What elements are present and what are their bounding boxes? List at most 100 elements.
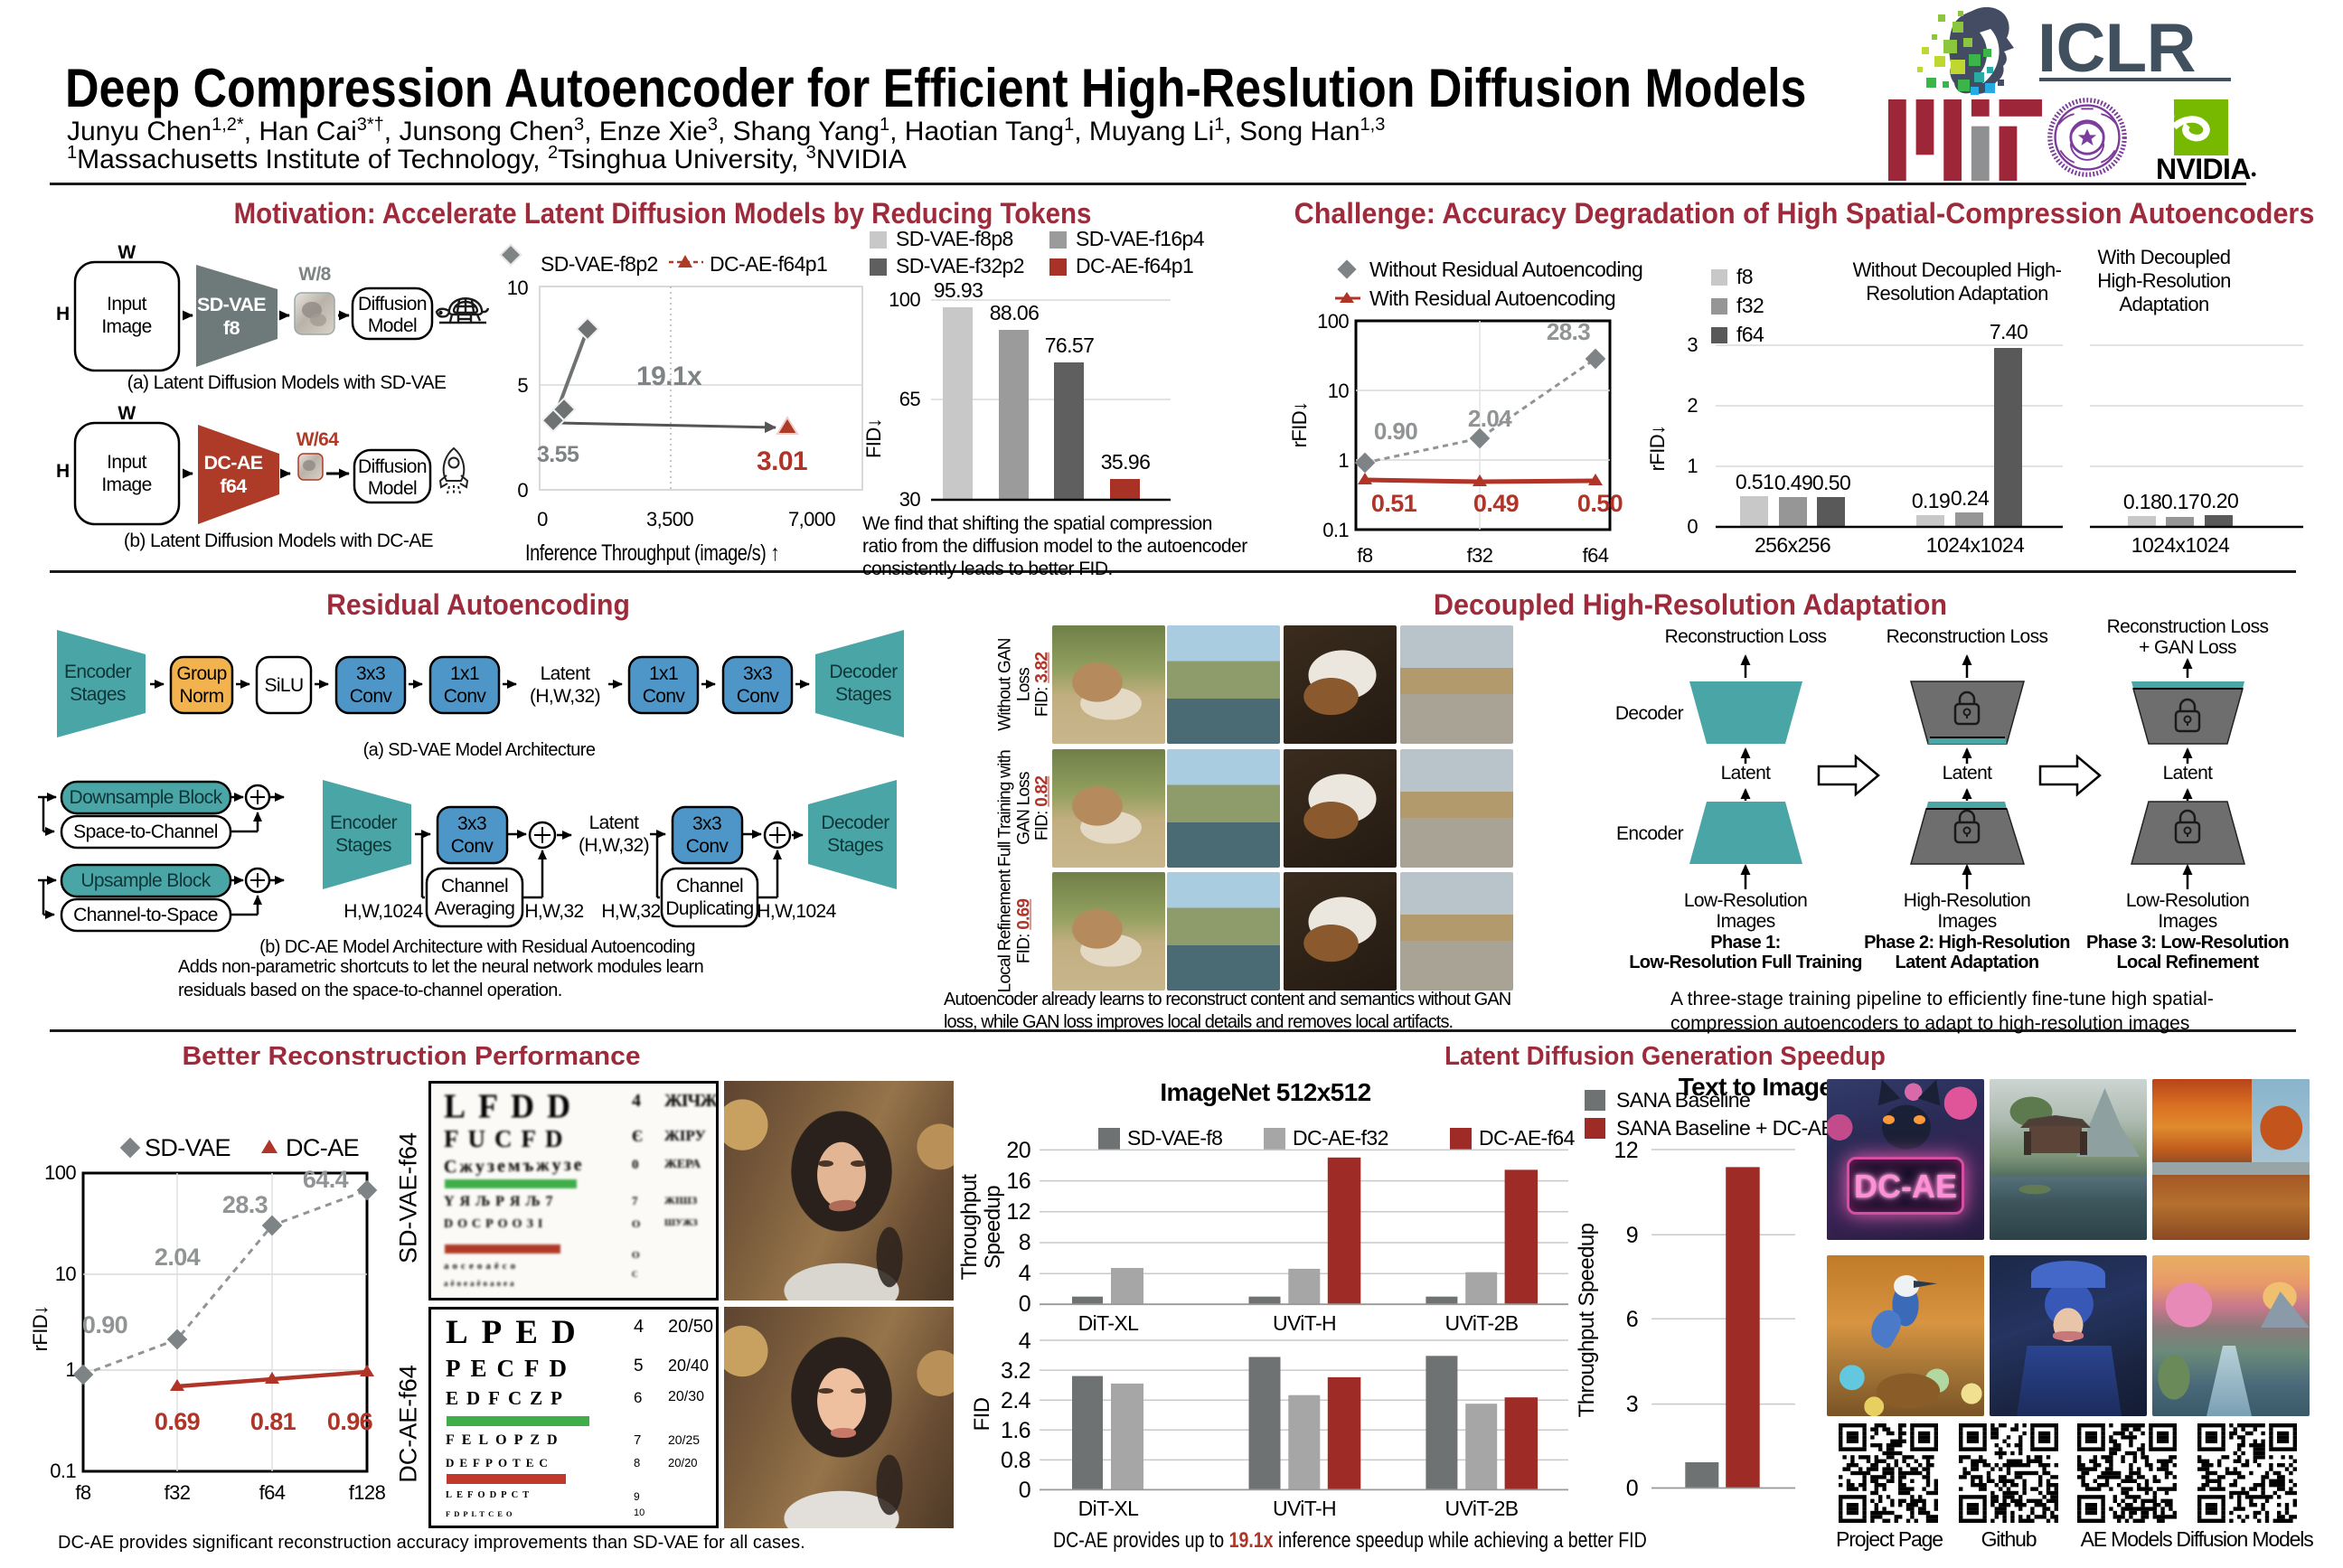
svg-text:1024x1024: 1024x1024 [1926,533,2025,557]
svg-text:Conv: Conv [444,686,487,707]
svg-text:0.90: 0.90 [1374,418,1417,445]
svg-text:Latent: Latent [541,663,591,684]
svg-text:0.17: 0.17 [2161,490,2199,513]
svg-text:0.90: 0.90 [82,1311,127,1338]
svg-text:Images: Images [1716,911,1774,932]
svg-text:3x3: 3x3 [457,813,486,834]
svg-text:100: 100 [44,1161,76,1184]
svg-text:H: H [56,304,70,324]
svg-text:SD-VAE-f8: SD-VAE-f8 [1127,1126,1222,1150]
svg-text:f64: f64 [259,1481,286,1504]
svg-text:f128: f128 [349,1481,386,1504]
svg-text:Encoder: Encoder [64,662,132,682]
svg-text:0: 0 [1019,1291,1030,1317]
svg-text:3.01: 3.01 [757,446,807,476]
svg-text:f8: f8 [1736,265,1753,288]
svg-text:H,W,1024: H,W,1024 [757,901,836,922]
svg-text:High-Resolution: High-Resolution [1904,890,2030,911]
svg-text:0.18: 0.18 [2123,490,2161,513]
svg-text:2.4: 2.4 [1001,1388,1031,1413]
svg-text:Phase 3: Low-Resolution: Phase 3: Low-Resolution [2086,933,2289,953]
svg-text:0.24: 0.24 [1951,486,1990,510]
svg-text:With Residual Autoencoding: With Residual Autoencoding [1369,286,1615,310]
svg-text:Latent: Latent [2163,763,2214,784]
svg-text:Speedup: Speedup [981,1186,1005,1269]
svg-text:SANA Baseline + DC-AE: SANA Baseline + DC-AE [1616,1116,1834,1140]
svg-text:95.93: 95.93 [934,278,983,302]
svg-text:SD-VAE-f8p2: SD-VAE-f8p2 [541,252,658,276]
svg-text:0.50: 0.50 [1577,490,1623,517]
svg-text:f64: f64 [1736,323,1764,346]
svg-text:SD-VAE-f16p4: SD-VAE-f16p4 [1076,227,1205,250]
svg-text:Phase 1:: Phase 1: [1710,933,1780,953]
svg-text:UViT-H: UViT-H [1273,1311,1336,1335]
svg-text:(H,W,32): (H,W,32) [530,686,600,707]
svg-text:Space-to-Channel: Space-to-Channel [73,822,218,842]
svg-text:High-Resolution: High-Resolution [2097,269,2231,292]
svg-text:W/64: W/64 [296,429,340,450]
svg-text:Reconstruction Loss: Reconstruction Loss [1665,626,1827,647]
svg-text:f32: f32 [1736,294,1764,317]
svg-text:Adds non-parametric shortcuts: Adds non-parametric shortcuts to let the… [178,957,703,977]
svg-text:0.19: 0.19 [1912,489,1950,512]
svg-text:35.96: 35.96 [1101,450,1151,474]
svg-text:SD-VAE: SD-VAE [145,1134,231,1161]
svg-text:Channel: Channel [676,876,743,897]
svg-text:100: 100 [1317,310,1349,333]
svg-text:+ GAN Loss: + GAN Loss [2139,637,2236,658]
svg-text:(a) Latent Diffusion Models wi: (a) Latent Diffusion Models with SD-VAE [127,372,447,393]
svg-text:Text to Image: Text to Image [1679,1073,1833,1101]
svg-text:Low-Resolution Full Training: Low-Resolution Full Training [1629,953,1862,972]
svg-text:Images: Images [1937,911,1996,932]
svg-text:Low-Resolution: Low-Resolution [2126,890,2249,911]
svg-text:Image: Image [101,316,151,337]
svg-text:0: 0 [1019,1478,1030,1503]
svg-text:DC-AE: DC-AE [286,1134,359,1161]
svg-text:65: 65 [899,388,921,410]
svg-text:ICLR: ICLR [2037,10,2196,87]
svg-text:FID↓: FID↓ [862,418,885,458]
svg-text:64.4: 64.4 [303,1166,349,1193]
svg-text:Stages: Stages [827,835,883,856]
svg-text:256x256: 256x256 [1755,533,1830,557]
svg-text:(a) SD-VAE Model Architecture: (a) SD-VAE Model Architecture [363,740,596,760]
svg-text:Group: Group [176,663,226,684]
svg-text:Duplicating: Duplicating [665,898,753,919]
svg-text:1: 1 [65,1358,76,1381]
svg-text:Diffusion: Diffusion [358,294,427,315]
svg-text:1: 1 [1338,449,1349,472]
svg-text:Averaging: Averaging [435,898,515,919]
svg-text:0.8: 0.8 [1001,1448,1030,1473]
svg-text:f32: f32 [1467,544,1493,567]
svg-text:2: 2 [1687,394,1698,417]
svg-text:Without Decoupled High-: Without Decoupled High- [1853,258,2062,281]
svg-text:100: 100 [889,288,920,311]
svg-text:DiT-XL: DiT-XL [1078,1311,1140,1335]
svg-text:8: 8 [1019,1230,1030,1255]
svg-text:Downsample Block: Downsample Block [70,787,223,808]
svg-text:12: 12 [1006,1199,1030,1225]
svg-text:3x3: 3x3 [743,663,772,684]
svg-text:DC-AE-f64p1: DC-AE-f64p1 [1076,254,1193,277]
svg-text:W/8: W/8 [298,264,331,285]
svg-text:SD-VAE-f8p8: SD-VAE-f8p8 [896,227,1013,250]
svg-text:DiT-XL: DiT-XL [1078,1497,1140,1520]
svg-text:SANA Baseline: SANA Baseline [1616,1088,1750,1112]
svg-text:Throughput: Throughput [957,1174,982,1281]
svg-text:3.2: 3.2 [1001,1358,1030,1384]
svg-text:1: 1 [1687,455,1698,477]
svg-text:Images: Images [2158,911,2216,932]
svg-text:28.3: 28.3 [1547,318,1590,345]
svg-text:Decoder: Decoder [829,662,898,682]
svg-text:0: 0 [517,479,528,502]
svg-text:Upsample Block: Upsample Block [80,870,211,891]
svg-text:Reconstruction Loss: Reconstruction Loss [1887,626,2048,647]
svg-text:19.1x: 19.1x [636,361,702,391]
svg-text:rFID↓: rFID↓ [29,1306,52,1352]
svg-text:16: 16 [1006,1169,1030,1194]
svg-text:4: 4 [1019,1329,1031,1354]
svg-text:88.06: 88.06 [990,301,1040,324]
svg-text:residuals based on the space-t: residuals based on the space-to-channel … [178,981,562,1000]
svg-text:Stages: Stages [835,684,891,705]
svg-text:Reconstruction Loss: Reconstruction Loss [2107,616,2269,637]
